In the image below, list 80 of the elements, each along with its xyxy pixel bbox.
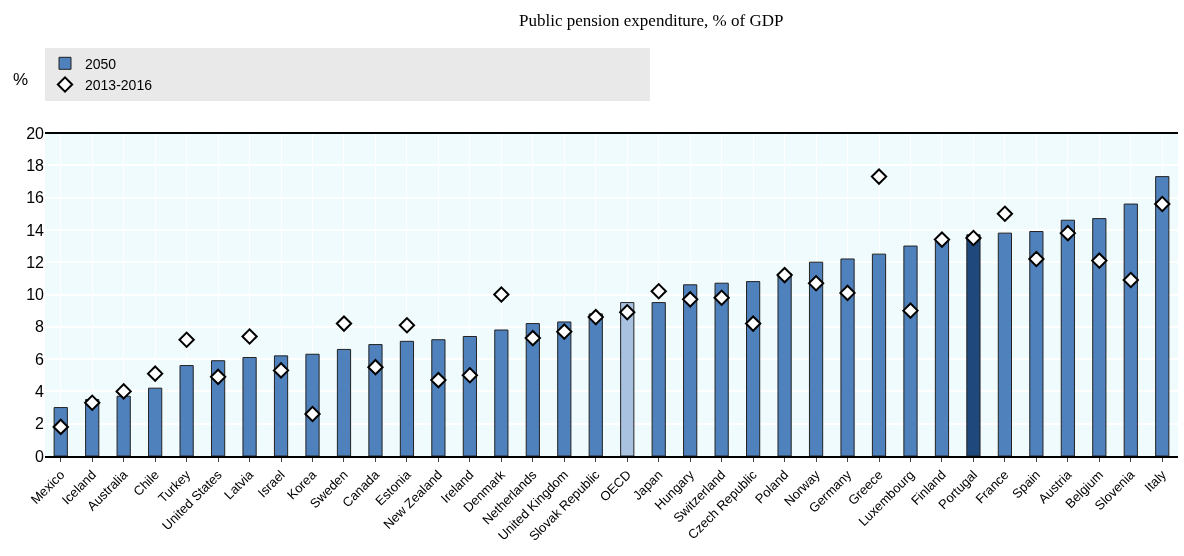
point	[1059, 224, 1076, 242]
bar	[399, 340, 415, 456]
y-tick-label: 18	[26, 156, 45, 174]
bar	[808, 261, 824, 456]
y-tick-label: 4	[35, 383, 45, 400]
bar	[1060, 219, 1075, 456]
y-tick-label: 16	[26, 189, 45, 207]
point	[461, 367, 479, 384]
point	[1122, 271, 1139, 289]
y-tick-label: 12	[26, 253, 45, 271]
point	[209, 368, 227, 386]
point	[524, 329, 541, 347]
point	[713, 289, 730, 306]
y-axis-title: %	[13, 70, 29, 89]
legend-label: 2050	[85, 55, 117, 72]
bar	[966, 234, 981, 456]
bar	[525, 323, 540, 456]
point	[744, 315, 762, 332]
point	[556, 323, 573, 340]
bar	[1029, 231, 1044, 456]
point	[1091, 252, 1108, 269]
bar	[683, 284, 698, 456]
bar	[242, 356, 257, 456]
bar	[777, 273, 792, 456]
y-tick-label: 6	[35, 350, 45, 368]
y-tick-label: 8	[35, 318, 45, 336]
point	[682, 291, 699, 308]
y-tick-label: 14	[26, 221, 45, 239]
point	[839, 284, 856, 302]
bar	[934, 240, 950, 456]
bar	[462, 335, 477, 456]
bar	[714, 282, 729, 456]
point	[52, 418, 69, 436]
y-tick-label: 10	[26, 286, 45, 304]
bar	[997, 232, 1013, 456]
point	[619, 304, 636, 321]
bar	[179, 365, 194, 456]
bar	[746, 281, 761, 456]
point	[1154, 195, 1171, 213]
point	[996, 205, 1014, 222]
point	[965, 229, 982, 247]
bar	[368, 344, 383, 456]
legend-label: 2013-2016	[85, 76, 153, 93]
point	[902, 302, 919, 319]
x-tick-label: Italy	[1141, 466, 1170, 495]
bar	[871, 253, 887, 456]
point	[84, 394, 101, 411]
bar	[557, 321, 572, 456]
bar	[116, 395, 131, 456]
point	[870, 168, 888, 185]
y-tick-label: 2	[35, 415, 45, 433]
bar	[336, 348, 352, 456]
point	[807, 275, 825, 292]
point	[1028, 250, 1045, 268]
point	[335, 315, 353, 332]
point	[776, 266, 793, 284]
point	[115, 383, 132, 400]
point	[493, 286, 510, 303]
bar	[1092, 218, 1107, 456]
bar	[494, 329, 509, 456]
bar	[651, 302, 666, 456]
point	[272, 362, 290, 379]
point	[587, 308, 604, 326]
chart-title: Public pension expenditure, % of GDP	[519, 10, 784, 30]
point	[398, 317, 416, 334]
y-tick-label: 20	[26, 124, 45, 142]
bar	[588, 313, 603, 456]
bar	[148, 387, 163, 456]
point	[650, 283, 667, 300]
bar	[903, 245, 918, 456]
bar	[620, 302, 635, 456]
point	[178, 331, 195, 348]
point	[241, 328, 258, 345]
bar	[840, 258, 855, 456]
y-tick-label: 0	[35, 447, 45, 465]
bar	[1123, 203, 1138, 456]
point	[367, 359, 384, 376]
point	[933, 231, 951, 248]
bar	[1155, 176, 1170, 456]
point	[147, 365, 164, 382]
